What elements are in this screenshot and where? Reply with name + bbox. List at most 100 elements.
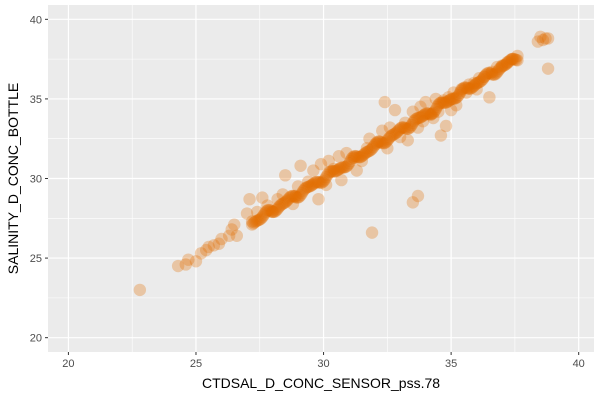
data-point (432, 105, 445, 118)
band-point (499, 58, 513, 71)
band-point (423, 107, 436, 120)
data-point (179, 258, 192, 271)
band-point (358, 147, 371, 161)
band-point (376, 136, 389, 150)
band-point (270, 204, 283, 217)
band-point (395, 121, 408, 134)
band-point (342, 157, 356, 170)
data-point (289, 189, 302, 203)
data-point (215, 232, 228, 246)
band-point (252, 213, 265, 227)
band-point (493, 62, 506, 76)
band-point (280, 194, 293, 208)
band-point (488, 68, 501, 81)
band-point (511, 54, 524, 67)
band-point (483, 66, 496, 80)
band-point (507, 52, 520, 66)
band-point (302, 180, 315, 194)
data-point (327, 162, 340, 176)
band-point (259, 205, 273, 218)
band-point (390, 126, 403, 139)
data-point (411, 121, 425, 134)
band-point (350, 150, 363, 163)
data-point (319, 178, 333, 192)
band-point (492, 64, 505, 77)
data-point (266, 205, 279, 219)
band-point (465, 81, 478, 95)
band-point (393, 122, 407, 135)
band-point (374, 136, 388, 149)
data-point (245, 215, 259, 228)
band-point (429, 102, 443, 116)
data-point (261, 199, 274, 212)
band-point (303, 180, 316, 193)
band-point (346, 151, 360, 164)
data-point (495, 59, 509, 72)
band-point (381, 134, 394, 147)
data-point (307, 164, 320, 177)
band-point (386, 128, 399, 142)
data-point (434, 129, 448, 142)
data-point (276, 188, 289, 201)
band-point (455, 84, 468, 97)
band-point (464, 82, 477, 95)
band-point (336, 161, 349, 174)
band-point (265, 204, 278, 218)
band-point (461, 82, 474, 95)
band-point (418, 108, 431, 121)
data-point (212, 237, 226, 250)
band-point (304, 179, 317, 193)
band-point (332, 162, 346, 176)
band-point (425, 107, 439, 120)
data-point (483, 91, 496, 104)
band-point (331, 163, 344, 177)
band-point (356, 148, 370, 162)
band-point (474, 75, 487, 88)
band-point (457, 81, 471, 94)
x-tick-label: 20 (62, 358, 74, 370)
band-point (373, 135, 386, 148)
band-point (316, 176, 329, 189)
band-point (291, 191, 305, 204)
y-tick-label: 40 (30, 14, 42, 26)
band-point (433, 97, 446, 110)
data-point (314, 157, 328, 171)
data-point (279, 169, 292, 182)
band-point (321, 168, 334, 182)
data-point (447, 86, 460, 99)
data-point (228, 218, 241, 231)
data-point (363, 132, 376, 145)
data-point (501, 56, 514, 69)
x-tick-label: 35 (445, 358, 457, 370)
band-point (326, 165, 339, 178)
band-point (275, 198, 288, 211)
data-point (541, 62, 555, 75)
band-point (489, 67, 502, 80)
data-point (416, 115, 430, 128)
band-point (310, 175, 324, 189)
data-point (355, 154, 369, 168)
data-point (478, 70, 491, 83)
data-point (271, 192, 284, 206)
band-point (481, 66, 495, 80)
band-point (367, 140, 380, 154)
band-point (333, 162, 347, 175)
band-point (318, 173, 332, 186)
band-point (290, 191, 303, 204)
data-point (312, 192, 325, 206)
band-point (282, 192, 296, 205)
data-point (462, 78, 476, 91)
data-point (455, 83, 468, 96)
band-point (294, 189, 307, 202)
band-point (247, 217, 260, 230)
band-point (402, 122, 416, 135)
data-point (302, 175, 315, 188)
y-tick-label: 30 (30, 174, 42, 186)
data-point (419, 95, 432, 109)
data-point (393, 130, 407, 144)
data-point (406, 105, 420, 118)
band-point (279, 196, 292, 209)
band-point (415, 110, 428, 123)
band-point (497, 59, 510, 72)
